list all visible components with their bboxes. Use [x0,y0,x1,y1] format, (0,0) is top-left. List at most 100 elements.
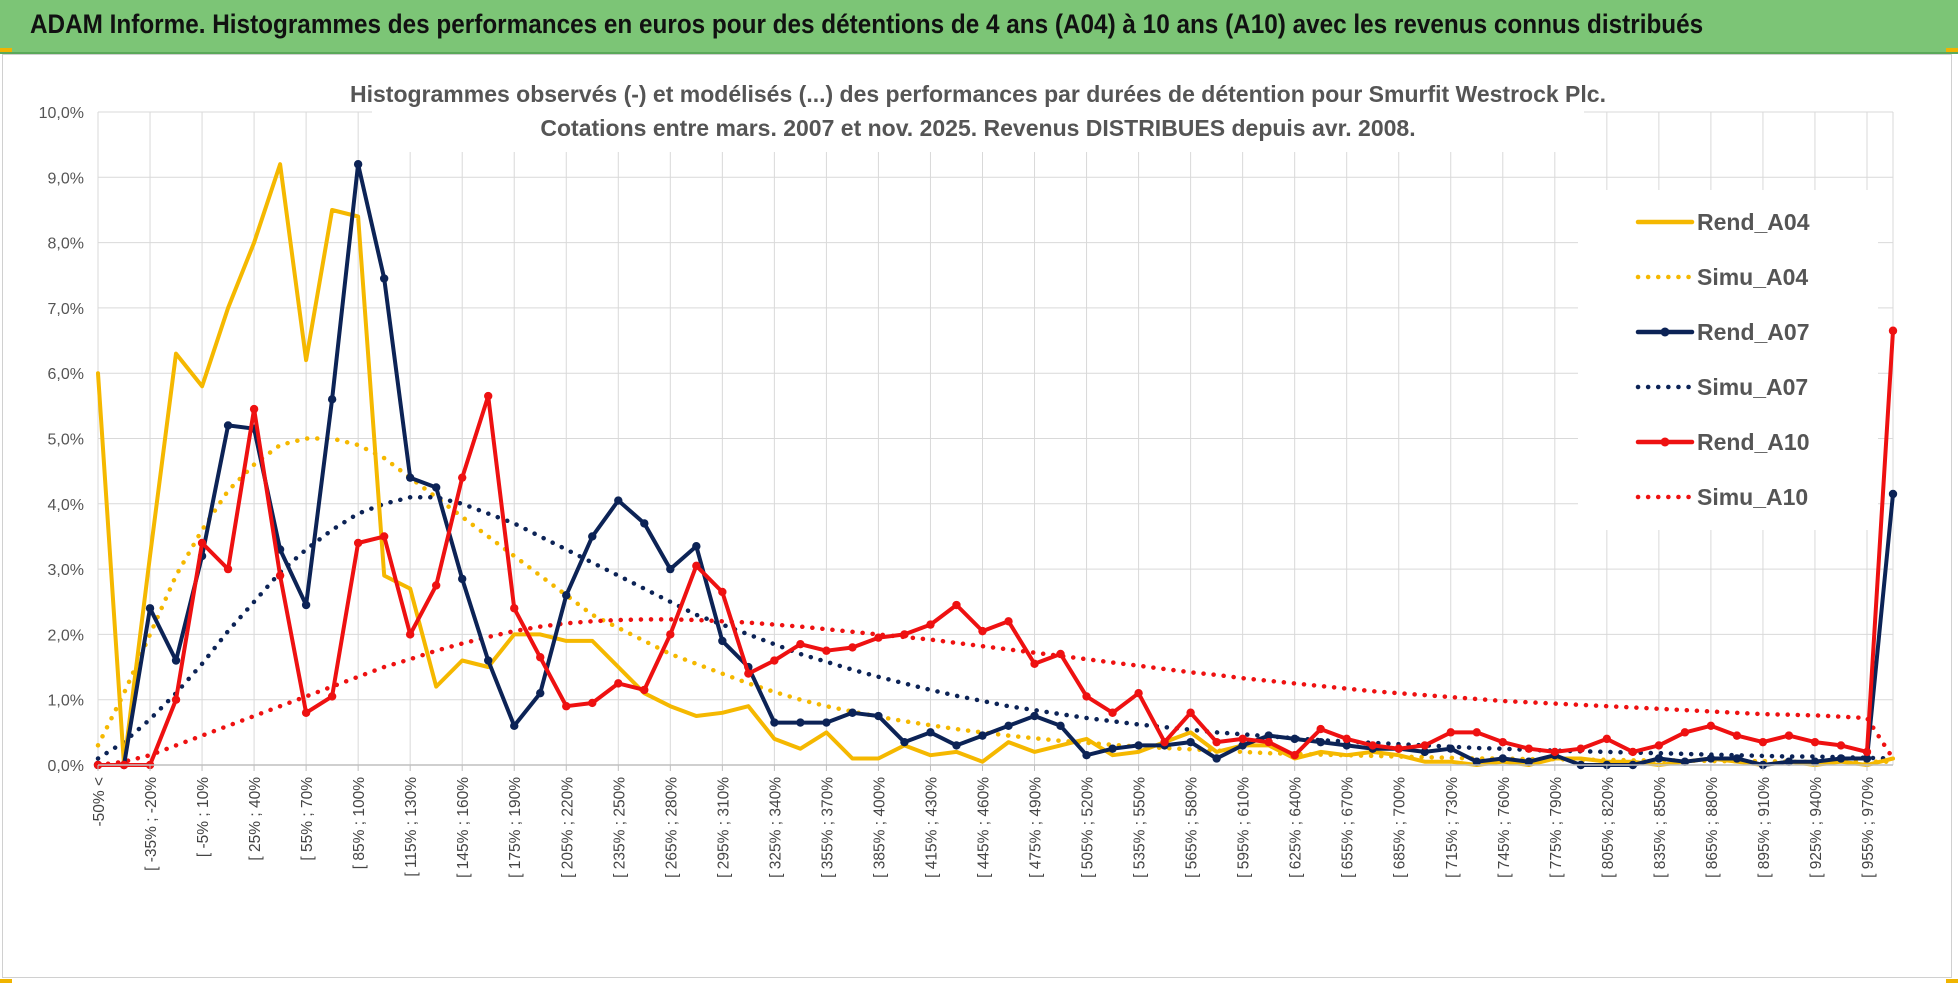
data-point-rend_a07 [301,600,311,610]
data-point-rend_a07 [640,519,649,528]
data-point-rend_a10 [1810,737,1820,747]
x-tick-label: [ 475% ; 490% [1028,777,1045,878]
x-tick-label: [ 55% ; 70% [299,777,316,861]
data-point-rend_a10 [614,679,623,688]
data-point-rend_a07 [223,421,233,430]
data-point-rend_a07 [1004,721,1013,731]
chart-title-line: Histogrammes observés (-) et modélisés (… [350,81,1606,107]
x-tick-label: [ 535% ; 550% [1132,777,1149,878]
data-point-rend_a10 [1888,326,1898,335]
data-point-rend_a07 [510,721,519,731]
data-point-rend_a10 [1680,728,1690,737]
x-tick-label: [ 115% ; 130% [403,777,420,877]
data-point-rend_a07 [588,532,597,541]
data-point-rend_a10 [1160,737,1169,747]
legend-marker-rend_a07 [1660,327,1670,337]
data-point-rend_a10 [510,604,519,613]
corner-accent [1946,979,1958,983]
data-point-rend_a10 [171,695,181,704]
y-tick-label: 10,0% [39,105,84,122]
data-point-rend_a10 [1264,737,1273,747]
data-point-rend_a07 [562,591,571,600]
x-tick-label: [ -35% ; -20% [143,777,160,871]
data-point-rend_a10 [484,391,493,401]
legend-label-rend_a07: Rend_A07 [1697,319,1809,345]
data-point-rend_a10 [1836,741,1846,750]
data-point-rend_a10 [1550,747,1560,757]
y-tick-label: 5,0% [48,432,84,449]
data-point-rend_a10 [249,404,259,414]
x-tick-label: [ 415% ; 430% [923,777,940,878]
x-tick-label: [ 25% ; 40% [247,777,264,861]
legend-label-rend_a10: Rend_A10 [1697,429,1809,455]
data-point-rend_a10 [1342,734,1351,744]
data-point-rend_a10 [1004,617,1013,626]
data-point-rend_a07 [1186,737,1195,747]
data-point-rend_a10 [1238,734,1247,744]
chart-frame [2,54,1952,978]
data-point-rend_a10 [1420,741,1429,750]
data-point-rend_a07 [1888,489,1898,499]
data-point-rend_a07 [1238,741,1247,750]
data-point-rend_a07 [848,708,857,717]
x-tick-label: [ 775% ; 790% [1548,777,1565,878]
data-point-rend_a10 [1446,728,1455,737]
data-point-rend_a07 [1212,754,1221,763]
data-point-rend_a07 [1498,754,1507,763]
y-tick-label: 7,0% [48,301,84,318]
data-point-rend_a10 [458,473,467,482]
data-point-rend_a10 [1628,747,1638,757]
series-line-rend_a10 [96,328,1895,767]
data-point-rend_a07 [1784,757,1794,766]
data-point-rend_a07 [1862,754,1872,763]
title-background [372,76,1584,152]
series-line-simu_a07 [95,495,1896,761]
x-tick-label: [ -5% ; 10% [195,777,212,857]
data-point-rend_a10 [562,702,571,711]
legend-label-rend_a04: Rend_A04 [1697,209,1810,235]
x-tick-label: [ 355% ; 370% [819,777,836,878]
data-point-rend_a10 [1316,724,1325,734]
x-tick-label: [ 145% ; 160% [455,777,472,878]
data-point-rend_a10 [1524,744,1533,753]
data-point-rend_a10 [770,656,779,665]
data-point-rend_a10 [666,630,675,639]
data-point-rend_a10 [1602,734,1612,744]
data-point-rend_a10 [1706,721,1716,731]
data-point-rend_a10 [848,643,857,652]
data-point-rend_a10 [796,639,805,649]
data-point-rend_a10 [978,626,987,636]
chart-title-line: Cotations entre mars. 2007 et nov. 2025.… [540,115,1415,141]
data-point-rend_a10 [1108,708,1117,717]
data-point-rend_a07 [327,395,337,404]
y-tick-label: 4,0% [48,497,84,514]
x-tick-label: [ 565% ; 580% [1184,777,1201,878]
data-point-rend_a10 [926,620,935,629]
data-point-rend_a07 [770,718,779,727]
x-tick-label: [ 265% ; 280% [663,777,680,878]
data-point-rend_a10 [1186,708,1195,717]
x-tick-label: [ 295% ; 310% [715,777,732,878]
report-title: ADAM Informe. Histogrammes des performan… [30,9,1704,39]
x-tick-label: [ 505% ; 520% [1080,777,1097,878]
x-tick-label: [ 175% ; 190% [507,777,524,878]
data-point-rend_a07 [1524,757,1533,766]
data-point-rend_a10 [1654,741,1664,750]
legend: Rend_A04 Simu_A04 Rend_A07 Simu_A07 Rend_A10… [1578,190,1878,530]
data-point-rend_a10 [900,630,909,639]
y-tick-label: 8,0% [48,236,84,253]
data-point-rend_a10 [1472,728,1481,737]
data-point-rend_a10 [1784,731,1794,740]
data-point-rend_a10 [1862,747,1872,757]
data-point-rend_a10 [822,646,831,655]
data-point-rend_a10 [1082,692,1091,701]
data-point-rend_a07 [900,737,909,747]
data-point-rend_a07 [1290,734,1299,744]
x-tick-label: [ 865% ; 880% [1704,777,1721,878]
x-tick-label: [ 685% ; 700% [1392,777,1409,878]
data-point-rend_a07 [1108,744,1117,753]
data-point-rend_a10 [588,698,597,708]
chart-title: Histogrammes observés (-) et modélisés (… [350,76,1606,152]
data-point-rend_a10 [405,630,415,639]
data-point-rend_a10 [223,564,233,574]
